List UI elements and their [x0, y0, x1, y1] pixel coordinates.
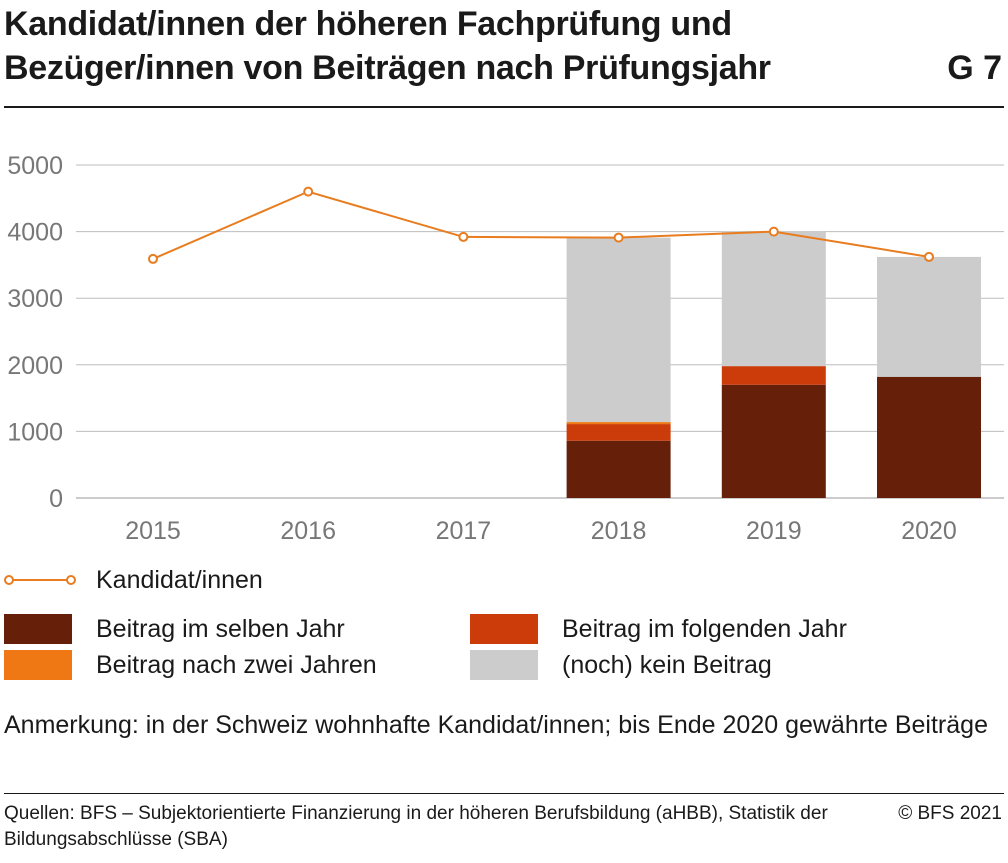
bar-segment	[721, 231, 826, 367]
x-tick-label: 2017	[436, 517, 492, 545]
y-tick-label: 4000	[7, 219, 63, 247]
bar-segment	[721, 384, 826, 498]
legend-label-same-year: Beitrag im selben Jahr	[96, 615, 345, 643]
line-point	[613, 232, 624, 243]
bar-segment	[566, 424, 671, 441]
source-rule	[4, 793, 1004, 794]
bar-segment	[877, 256, 981, 377]
y-tick-label: 1000	[7, 418, 63, 446]
line-point	[768, 226, 779, 237]
bar-segment	[721, 366, 826, 385]
bar-segment	[566, 440, 671, 498]
legend-label-two-years: Beitrag nach zwei Jahren	[96, 651, 377, 679]
x-tick-label: 2019	[746, 517, 802, 545]
line-point	[458, 231, 469, 242]
chart-title: Kandidat/innen der höheren Fachprüfung u…	[4, 5, 771, 87]
y-tick-label: 3000	[7, 285, 63, 313]
graphic-number: G 7	[947, 49, 1002, 87]
bar-segment	[877, 376, 981, 498]
line-point	[148, 253, 158, 264]
bar-segment	[566, 237, 671, 423]
x-tick-label: 2016	[280, 517, 336, 545]
y-tick-label: 0	[49, 485, 63, 513]
legend-swatch-two-years	[4, 650, 72, 680]
y-tick-label: 5000	[7, 152, 63, 180]
legend-swatch-following-year	[470, 614, 538, 644]
chart-plot: 0 1000 2000 3000 4000 5000 2015 2016 2017 2018 201…	[7, 152, 1004, 545]
line-series-candidates	[152, 190, 930, 260]
source-text: Quellen: BFS – Subjektorientierte Finanz…	[4, 803, 828, 850]
legend-label-following-year: Beitrag im folgenden Jahr	[562, 615, 847, 643]
line-point	[303, 186, 314, 197]
x-tick-label: 2015	[125, 517, 181, 545]
y-tick-label: 2000	[7, 352, 63, 380]
bar-segment	[566, 422, 671, 425]
copyright-text: © BFS 2021	[898, 803, 1002, 824]
title-rule	[4, 106, 1004, 108]
legend-swatch-same-year	[4, 614, 72, 644]
legend-label-candidates: Kandidat/innen	[96, 566, 263, 594]
legend-line-marker	[4, 575, 76, 585]
line-point	[924, 251, 934, 262]
x-tick-label: 2020	[901, 517, 957, 545]
legend-swatch-no-contribution	[470, 650, 538, 680]
x-tick-label: 2018	[591, 517, 647, 545]
chart-note: Anmerkung: in der Schweiz wohnhafte Kand…	[4, 711, 988, 739]
legend-label-no-contribution: (noch) kein Beitrag	[562, 651, 772, 679]
